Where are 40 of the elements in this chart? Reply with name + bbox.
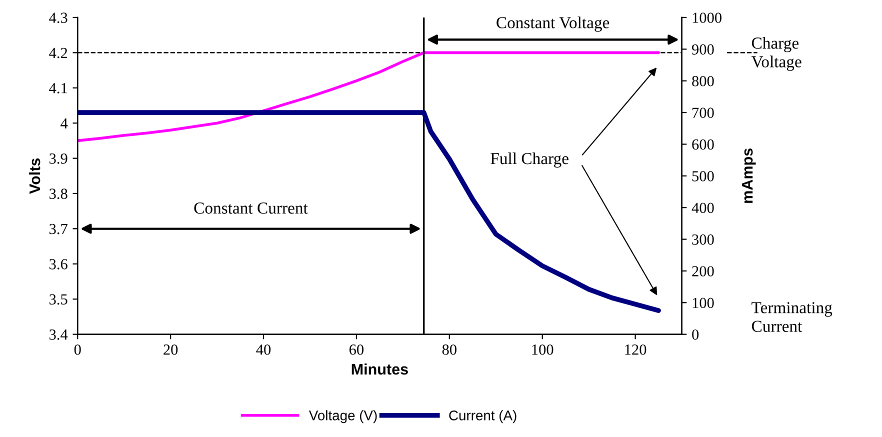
x-tick-label: 80 <box>442 344 456 355</box>
y2-tick-label: 100 <box>692 298 714 308</box>
annotation: Constant Current <box>194 202 308 214</box>
text: Charge Voltage <box>751 37 802 71</box>
y-tick-label: 4.3 <box>49 12 68 23</box>
x-tick-label: 40 <box>256 344 271 355</box>
y-tick-label: 3.7 <box>50 224 68 234</box>
y-tick-label: 4.1 <box>49 83 67 94</box>
line-series <box>78 110 661 313</box>
x-tick-label: 20 <box>164 344 178 355</box>
y2-tick-label: 700 <box>692 108 714 118</box>
text: Terminating Current <box>752 302 832 332</box>
y-tick-label: 3.5 <box>50 294 68 305</box>
line-series <box>78 51 660 142</box>
y-tick-label: 3.4 <box>50 329 68 340</box>
y2-tick-label: 0 <box>692 329 699 340</box>
y2-tick-label: 500 <box>692 171 714 182</box>
y2-tick-label: 800 <box>692 76 714 86</box>
y-axis-title: Volts <box>29 158 40 194</box>
x-tick-label: 60 <box>349 344 364 355</box>
y-tick-label: 3.9 <box>50 153 68 164</box>
x-tick-label: 0 <box>74 344 81 355</box>
y2-axis-title: mAmps <box>742 148 756 203</box>
y-tick-label: 4 <box>60 118 68 128</box>
legend-label: Voltage (V) <box>308 410 377 424</box>
y-tick-label: 3.8 <box>50 188 68 200</box>
y-tick-label: 3.6 <box>50 259 68 270</box>
y-tick-label: 4.2 <box>49 48 68 58</box>
y2-tick-label: 600 <box>692 139 714 150</box>
annotation: Constant Voltage <box>496 16 610 32</box>
y2-tick-label: 400 <box>692 202 714 214</box>
y2-tick-label: 200 <box>692 266 714 276</box>
legend-label: Current (A) <box>449 410 516 424</box>
x-tick-label: 120 <box>625 344 646 355</box>
x-axis-title: Minutes <box>352 363 408 375</box>
y2-tick-label: 1000 <box>692 12 722 23</box>
y2-tick-label: 900 <box>692 44 714 55</box>
x-tick-label: 100 <box>532 344 554 355</box>
annotation: Full Charge <box>490 152 568 168</box>
y2-tick-label: 300 <box>692 234 714 245</box>
